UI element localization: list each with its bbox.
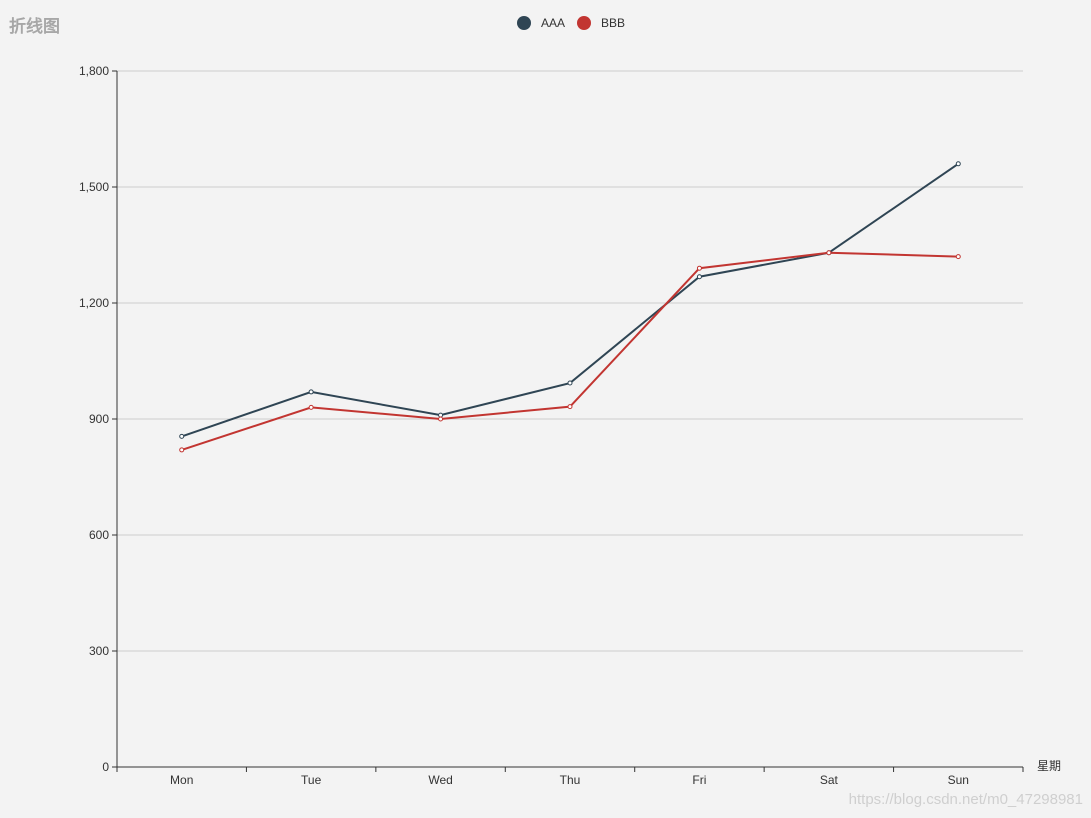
data-point-BBB[interactable] xyxy=(179,447,185,453)
data-point-AAA[interactable] xyxy=(955,161,961,167)
data-point-BBB[interactable] xyxy=(567,404,573,410)
legend-label-BBB[interactable]: BBB xyxy=(601,16,625,30)
y-tick-label: 1,800 xyxy=(79,64,109,78)
series-line-BBB xyxy=(181,251,959,451)
data-point-AAA[interactable] xyxy=(179,433,185,439)
data-point-AAA[interactable] xyxy=(696,274,702,280)
y-tick-label: 0 xyxy=(102,760,109,774)
data-point-BBB[interactable] xyxy=(955,254,961,260)
x-tick-label: Sat xyxy=(820,773,839,787)
legend[interactable]: AAA BBB xyxy=(517,16,625,30)
chart-title: 折线图 xyxy=(9,17,60,37)
data-point-AAA[interactable] xyxy=(567,380,573,386)
data-point-AAA[interactable] xyxy=(308,389,314,395)
x-tick-label: Mon xyxy=(170,773,193,787)
x-axis-label: 星期 xyxy=(1037,759,1061,773)
series-group xyxy=(179,161,961,453)
y-tick-label: 1,500 xyxy=(79,180,109,194)
y-tick-label: 600 xyxy=(89,528,109,542)
x-axis: Mon Tue Wed Thu Fri Sat Sun 星期 xyxy=(116,759,1061,787)
x-tick-label: Wed xyxy=(428,773,452,787)
y-tick-label: 300 xyxy=(89,644,109,658)
data-point-BBB[interactable] xyxy=(826,250,832,256)
grid-lines xyxy=(117,70,1023,652)
x-tick-label: Sun xyxy=(948,773,969,787)
legend-marker-BBB[interactable] xyxy=(577,16,591,30)
x-tick-label: Thu xyxy=(560,773,581,787)
x-tick-label: Tue xyxy=(301,773,322,787)
y-tick-label: 1,200 xyxy=(79,296,109,310)
series-line-AAA xyxy=(181,162,959,438)
legend-label-AAA[interactable]: AAA xyxy=(541,16,565,30)
y-axis: 0 300 600 900 1,200 1,500 1,800 xyxy=(79,64,118,774)
y-tick-label: 900 xyxy=(89,412,109,426)
data-point-BBB[interactable] xyxy=(308,404,314,410)
watermark-text: https://blog.csdn.net/m0_47298981 xyxy=(848,791,1083,808)
x-tick-label: Fri xyxy=(692,773,706,787)
data-point-BBB[interactable] xyxy=(438,416,444,422)
data-point-BBB[interactable] xyxy=(696,265,702,271)
legend-marker-AAA[interactable] xyxy=(517,16,531,30)
